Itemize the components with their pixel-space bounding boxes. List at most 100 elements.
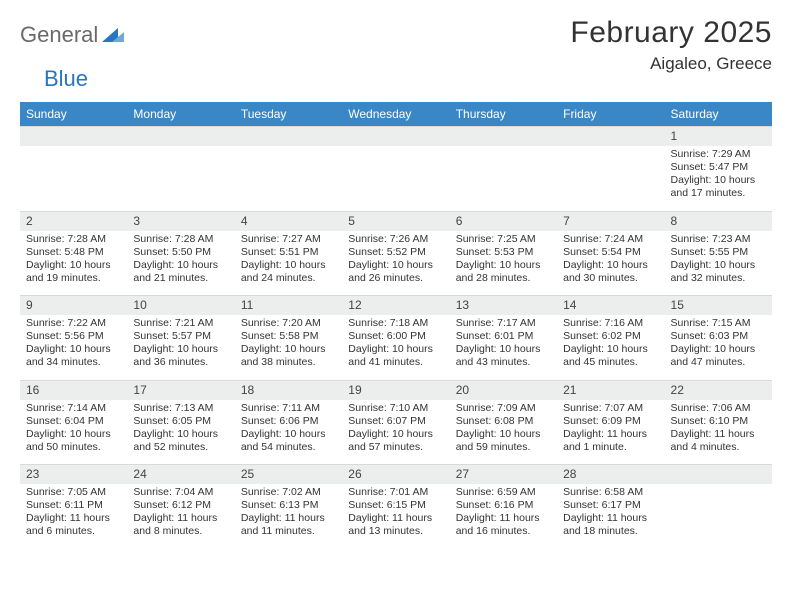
day-number-cell [665,465,772,485]
sunrise-text: Sunrise: 7:05 AM [26,486,121,499]
day-number-cell: 23 [20,465,127,485]
day-info-cell: Sunrise: 7:16 AMSunset: 6:02 PMDaylight:… [557,315,664,380]
day-number-cell: 27 [450,465,557,485]
weekday-header: Sunday [20,102,127,127]
day-info-cell: Sunrise: 7:05 AMSunset: 6:11 PMDaylight:… [20,484,127,549]
weekday-header: Wednesday [342,102,449,127]
sunset-text: Sunset: 6:08 PM [456,415,551,428]
calendar-table: Sunday Monday Tuesday Wednesday Thursday… [20,102,772,549]
sunrise-text: Sunrise: 7:07 AM [563,402,658,415]
day-info-cell: Sunrise: 7:06 AMSunset: 6:10 PMDaylight:… [665,400,772,465]
daylight-text: Daylight: 10 hours and 28 minutes. [456,259,551,285]
day-number-cell: 22 [665,380,772,400]
day-number-cell: 9 [20,296,127,316]
day-number-cell: 10 [127,296,234,316]
weekday-header: Thursday [450,102,557,127]
day-info-cell: Sunrise: 7:02 AMSunset: 6:13 PMDaylight:… [235,484,342,549]
daylight-text: Daylight: 10 hours and 43 minutes. [456,343,551,369]
sunrise-text: Sunrise: 7:28 AM [26,233,121,246]
sunset-text: Sunset: 5:50 PM [133,246,228,259]
sunset-text: Sunset: 5:52 PM [348,246,443,259]
sunset-text: Sunset: 6:02 PM [563,330,658,343]
day-info-cell [235,146,342,211]
sunset-text: Sunset: 5:51 PM [241,246,336,259]
sunset-text: Sunset: 6:03 PM [671,330,766,343]
sunset-text: Sunset: 6:01 PM [456,330,551,343]
day-number-cell: 3 [127,211,234,231]
sunset-text: Sunset: 5:55 PM [671,246,766,259]
day-info-cell: Sunrise: 7:01 AMSunset: 6:15 PMDaylight:… [342,484,449,549]
day-info-cell: Sunrise: 7:28 AMSunset: 5:48 PMDaylight:… [20,231,127,296]
daylight-text: Daylight: 10 hours and 34 minutes. [26,343,121,369]
daylight-text: Daylight: 10 hours and 59 minutes. [456,428,551,454]
day-info-row: Sunrise: 7:05 AMSunset: 6:11 PMDaylight:… [20,484,772,549]
weekday-header: Saturday [665,102,772,127]
sunset-text: Sunset: 5:58 PM [241,330,336,343]
sunrise-text: Sunrise: 7:09 AM [456,402,551,415]
sunrise-text: Sunrise: 7:16 AM [563,317,658,330]
day-info-cell: Sunrise: 7:14 AMSunset: 6:04 PMDaylight:… [20,400,127,465]
day-number-cell: 2 [20,211,127,231]
daylight-text: Daylight: 11 hours and 1 minute. [563,428,658,454]
calendar-page: General February 2025 Aigaleo, Greece Bl… [0,0,792,559]
day-number-cell: 24 [127,465,234,485]
sunrise-text: Sunrise: 6:58 AM [563,486,658,499]
sunset-text: Sunset: 6:09 PM [563,415,658,428]
day-info-cell: Sunrise: 7:10 AMSunset: 6:07 PMDaylight:… [342,400,449,465]
day-info-cell: Sunrise: 7:09 AMSunset: 6:08 PMDaylight:… [450,400,557,465]
day-info-cell [557,146,664,211]
day-number-cell: 13 [450,296,557,316]
day-number-cell: 19 [342,380,449,400]
brand-triangle-icon [102,26,124,47]
sunset-text: Sunset: 5:54 PM [563,246,658,259]
day-number-cell [342,127,449,147]
day-number-cell: 21 [557,380,664,400]
daylight-text: Daylight: 10 hours and 21 minutes. [133,259,228,285]
sunrise-text: Sunrise: 7:26 AM [348,233,443,246]
day-number-cell: 18 [235,380,342,400]
day-info-cell: Sunrise: 7:29 AMSunset: 5:47 PMDaylight:… [665,146,772,211]
sunset-text: Sunset: 5:47 PM [671,161,766,174]
day-info-cell: Sunrise: 7:21 AMSunset: 5:57 PMDaylight:… [127,315,234,380]
sunrise-text: Sunrise: 7:27 AM [241,233,336,246]
daylight-text: Daylight: 10 hours and 45 minutes. [563,343,658,369]
sunset-text: Sunset: 6:16 PM [456,499,551,512]
day-info-cell [665,484,772,549]
sunset-text: Sunset: 5:57 PM [133,330,228,343]
sunrise-text: Sunrise: 7:01 AM [348,486,443,499]
day-info-row: Sunrise: 7:22 AMSunset: 5:56 PMDaylight:… [20,315,772,380]
sunrise-text: Sunrise: 7:13 AM [133,402,228,415]
daylight-text: Daylight: 10 hours and 36 minutes. [133,343,228,369]
sunrise-text: Sunrise: 7:10 AM [348,402,443,415]
sunrise-text: Sunrise: 7:25 AM [456,233,551,246]
sunset-text: Sunset: 5:48 PM [26,246,121,259]
daylight-text: Daylight: 11 hours and 16 minutes. [456,512,551,538]
day-info-cell: Sunrise: 7:04 AMSunset: 6:12 PMDaylight:… [127,484,234,549]
location-label: Aigaleo, Greece [570,54,772,74]
daylight-text: Daylight: 10 hours and 24 minutes. [241,259,336,285]
day-number-cell: 17 [127,380,234,400]
day-number-row: 16171819202122 [20,380,772,400]
day-number-cell: 8 [665,211,772,231]
sunrise-text: Sunrise: 7:18 AM [348,317,443,330]
daylight-text: Daylight: 10 hours and 32 minutes. [671,259,766,285]
sunset-text: Sunset: 5:53 PM [456,246,551,259]
day-info-cell: Sunrise: 7:22 AMSunset: 5:56 PMDaylight:… [20,315,127,380]
sunrise-text: Sunrise: 7:02 AM [241,486,336,499]
day-info-cell: Sunrise: 6:59 AMSunset: 6:16 PMDaylight:… [450,484,557,549]
daylight-text: Daylight: 10 hours and 50 minutes. [26,428,121,454]
day-info-cell: Sunrise: 7:15 AMSunset: 6:03 PMDaylight:… [665,315,772,380]
day-info-cell: Sunrise: 7:07 AMSunset: 6:09 PMDaylight:… [557,400,664,465]
day-info-row: Sunrise: 7:29 AMSunset: 5:47 PMDaylight:… [20,146,772,211]
day-info-cell: Sunrise: 7:28 AMSunset: 5:50 PMDaylight:… [127,231,234,296]
sunrise-text: Sunrise: 7:21 AM [133,317,228,330]
sunrise-text: Sunrise: 7:28 AM [133,233,228,246]
day-number-cell: 28 [557,465,664,485]
daylight-text: Daylight: 10 hours and 52 minutes. [133,428,228,454]
day-number-cell: 20 [450,380,557,400]
daylight-text: Daylight: 10 hours and 17 minutes. [671,174,766,200]
daylight-text: Daylight: 10 hours and 57 minutes. [348,428,443,454]
sunset-text: Sunset: 6:00 PM [348,330,443,343]
day-info-cell: Sunrise: 7:23 AMSunset: 5:55 PMDaylight:… [665,231,772,296]
sunrise-text: Sunrise: 7:29 AM [671,148,766,161]
